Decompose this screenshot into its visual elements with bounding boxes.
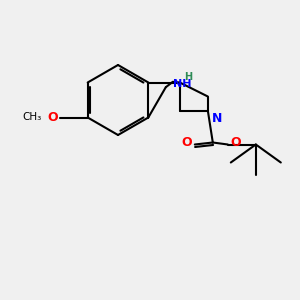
Text: O: O — [47, 111, 58, 124]
Text: CH₃: CH₃ — [22, 112, 42, 122]
Text: O: O — [231, 136, 242, 149]
Text: O: O — [181, 136, 192, 149]
Text: H: H — [184, 72, 192, 82]
Text: NH: NH — [173, 79, 191, 89]
Text: N: N — [212, 112, 222, 125]
